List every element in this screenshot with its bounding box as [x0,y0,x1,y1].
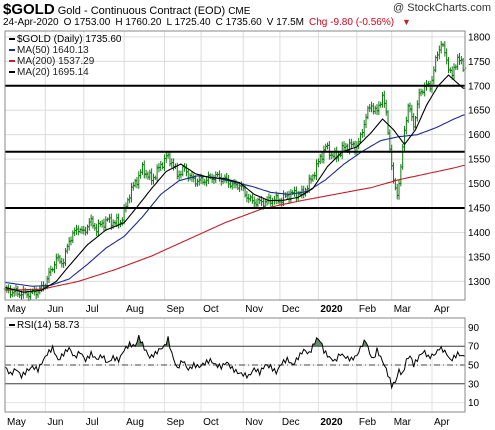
low-value: L 1725.40 [166,17,211,28]
quote-line: 24-Apr-2020 O 1753.00 H 1760.20 L 1725.40 C … [3,17,416,28]
month-label: Apr [434,417,450,428]
month-label: Sep [166,304,184,315]
month-label: Mar [394,304,412,315]
contract-title: Gold - Continuous Contract (EOD) [57,5,226,17]
rsi-tick-label: 50 [468,361,480,372]
month-label: Sep [166,417,184,428]
legend-entry: MA(50) 1640.13 [17,45,89,56]
month-label: 2020 [320,417,343,428]
month-label: Feb [359,304,377,315]
quote-date: 24-Apr-2020 [3,17,59,28]
month-label: Nov [245,304,263,315]
price-tick-label: 1550 [468,155,491,166]
price-panel-frame [4,30,466,301]
rsi-line [4,334,466,390]
month-label: Mar [394,417,412,428]
month-label: Jul [86,304,99,315]
ma200-line [5,164,465,291]
exchange: CME [228,6,251,17]
watermark-text: @ StockCharts.com [393,2,491,14]
month-label: May [7,417,26,428]
month-label: Dec [282,304,300,315]
price-tick-label: 1600 [468,130,491,141]
month-label: Nov [245,417,263,428]
month-label: May [7,304,26,315]
month-label: Jun [47,417,63,428]
open-value: O 1753.00 [63,17,111,28]
price-tick-label: 1300 [468,277,491,288]
rsi-tick-label: 10 [468,398,480,409]
legend-entry: MA(20) 1695.14 [17,67,89,78]
ma20-line [4,74,465,293]
price-tick-label: 1700 [468,81,491,92]
month-label: Dec [282,417,300,428]
symbol: $GOLD [3,1,55,18]
rsi-tick-label: 90 [468,323,480,334]
month-label: Aug [126,304,144,315]
rsi-panel: 10 30 50 70 90 RSI(14) 58.73 [4,317,480,413]
title-line: $GOLD Gold - Continuous Contract (EOD) CME [3,1,250,18]
price-tick-label: 1500 [468,179,491,190]
price-tick-label: 1450 [468,204,491,215]
month-label: Oct [203,304,219,315]
chart-header: $GOLD Gold - Continuous Contract (EOD) CME… [0,0,495,32]
month-label: Jul [86,417,99,428]
price-tick-label: 1750 [468,57,491,68]
down-arrow-icon: ▼ [402,17,411,27]
price-tick-label: 1650 [468,106,491,117]
volume-value: V 17.5M [266,17,304,28]
close-value: C 1735.60 [215,17,262,28]
legend-entry: $GOLD (Daily) 1735.60 [17,34,122,45]
price-tick-label: 1400 [468,228,491,239]
watermark: @ StockCharts.com [393,2,491,14]
rsi-tick-label: 70 [468,342,480,353]
month-label: Oct [203,417,219,428]
price-panel: 1300 1350 1400 1450 1500 1550 1600 1650 1700 1750… [3,30,491,428]
month-label: Feb [359,417,377,428]
price-tick-label: 1800 [468,32,491,43]
rsi-legend-entry: RSI(14) 58.73 [17,320,80,331]
rsi-panel-frame [4,317,466,413]
month-label: Apr [434,304,450,315]
change-value: Chg -9.80 (-0.56%) [309,17,395,28]
month-label: Jun [47,304,63,315]
month-label: 2020 [320,304,343,315]
rsi-tick-label: 30 [468,379,480,390]
legend-entry: MA(200) 1537.29 [17,56,95,67]
high-value: H 1760.20 [115,17,162,28]
ma50-line [4,114,465,287]
price-tick-label: 1350 [468,252,491,263]
month-label: Aug [126,417,144,428]
